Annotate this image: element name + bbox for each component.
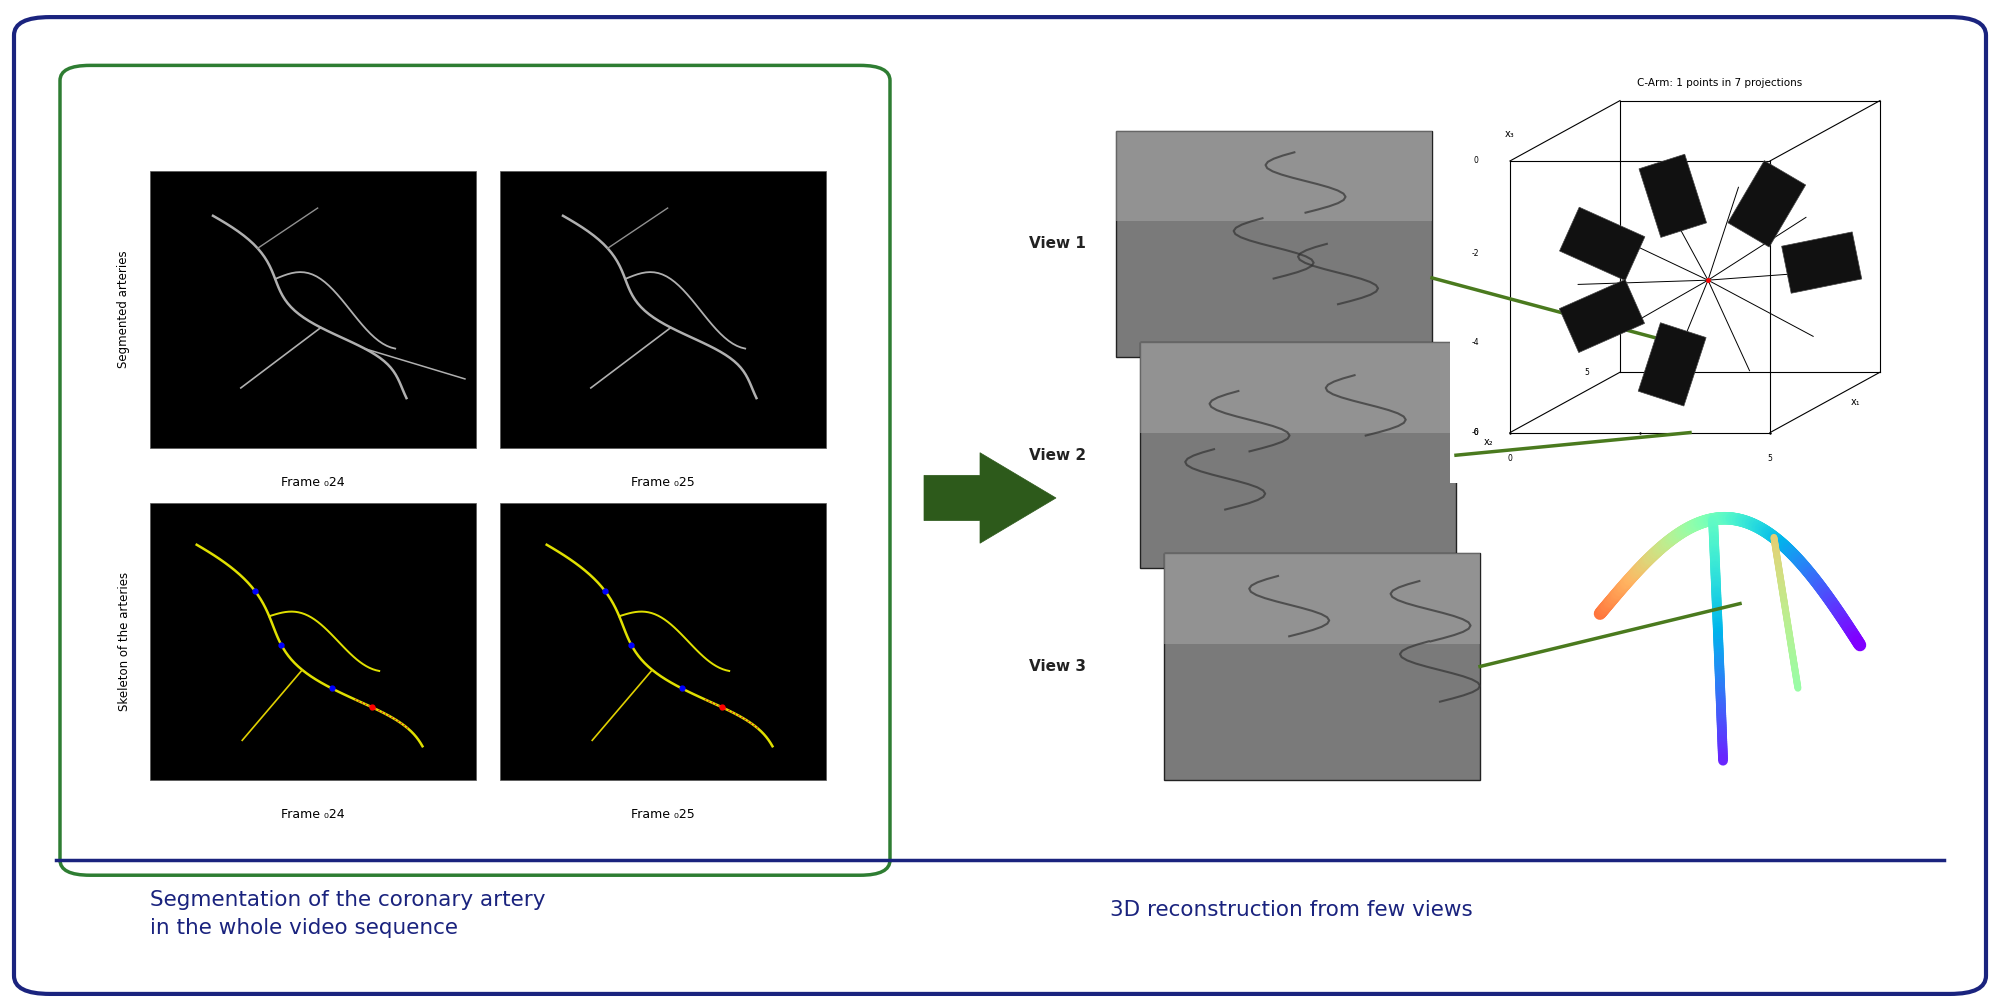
Text: 3D reconstruction from few views: 3D reconstruction from few views (1110, 900, 1472, 920)
Text: Frame ₀25: Frame ₀25 (632, 477, 694, 489)
Text: Segmentation of the coronary artery
in the whole video sequence: Segmentation of the coronary artery in t… (150, 890, 546, 939)
Bar (1164, 553, 1480, 780)
Text: Frame ₀24: Frame ₀24 (282, 809, 344, 821)
Bar (1116, 131, 1432, 221)
Text: 0: 0 (1474, 429, 1478, 437)
Polygon shape (1560, 280, 1644, 352)
Polygon shape (1638, 323, 1706, 406)
Polygon shape (1560, 207, 1644, 281)
Text: x₃: x₃ (1506, 129, 1514, 139)
Text: x₂: x₂ (1484, 437, 1494, 447)
Polygon shape (1728, 161, 1806, 247)
Text: Frame ₀24: Frame ₀24 (282, 477, 344, 489)
Text: 5: 5 (1768, 455, 1772, 464)
Text: -6: -6 (1472, 429, 1478, 437)
Bar (500, 503, 826, 780)
Bar (150, 171, 476, 448)
Bar (1116, 131, 1432, 357)
Bar (1140, 342, 1456, 433)
Text: Frame ₀25: Frame ₀25 (632, 809, 694, 821)
Text: Segmented arteries: Segmented arteries (118, 250, 130, 368)
Text: -4: -4 (1472, 338, 1478, 347)
FancyBboxPatch shape (60, 65, 890, 875)
Text: C-Arm: 1 points in 7 projections: C-Arm: 1 points in 7 projections (1636, 77, 1802, 88)
Text: View 2: View 2 (1028, 448, 1086, 463)
FancyBboxPatch shape (14, 17, 1986, 994)
Text: -2: -2 (1472, 248, 1478, 258)
Polygon shape (1638, 154, 1706, 237)
Polygon shape (1782, 232, 1862, 294)
Text: x₁: x₁ (1852, 397, 1860, 407)
Text: 0: 0 (1474, 157, 1478, 165)
Bar (1140, 342, 1456, 568)
Text: View 1: View 1 (1030, 236, 1086, 252)
Text: 5: 5 (1584, 368, 1588, 376)
Bar (500, 171, 826, 448)
Bar (1450, 96, 1940, 483)
Polygon shape (924, 453, 1056, 543)
Bar (150, 503, 476, 780)
Bar (1164, 553, 1480, 644)
Text: View 3: View 3 (1028, 659, 1086, 674)
Text: 0: 0 (1508, 455, 1512, 464)
Text: Skeleton of the arteries: Skeleton of the arteries (118, 571, 130, 711)
